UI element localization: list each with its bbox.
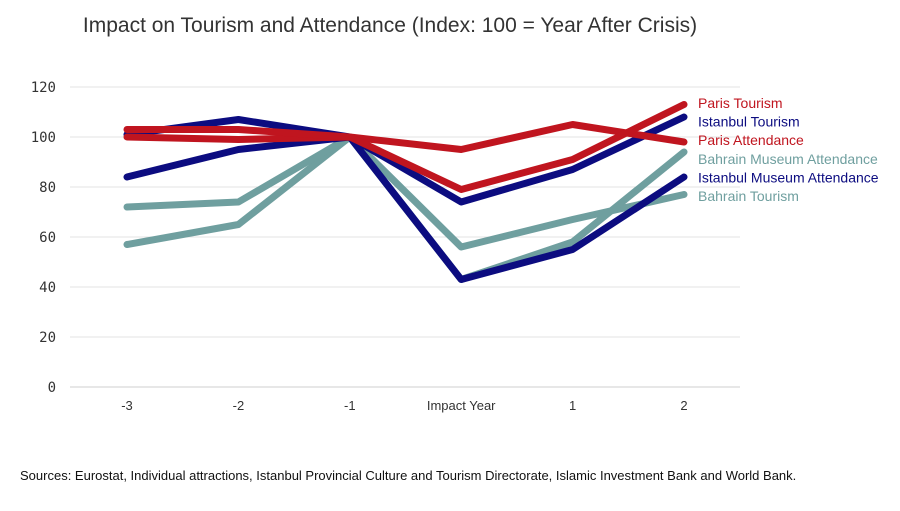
y-axis: 0 20 40 60 80 100 120: [31, 80, 56, 396]
y-tick-label: 60: [39, 230, 56, 246]
x-tick-label: -1: [344, 398, 356, 413]
series-line: [123, 133, 688, 251]
x-tick-label: 1: [569, 398, 576, 413]
legend-entry: Istanbul Museum Attendance: [698, 169, 879, 185]
series-line: [123, 113, 688, 206]
legend-entry: Istanbul Tourism: [698, 114, 800, 130]
series-line: [123, 133, 688, 283]
chart-title: Impact on Tourism and Attendance (Index:…: [82, 14, 698, 37]
legend-entry: Paris Tourism: [698, 95, 783, 111]
x-axis: -3 -2 -1 Impact Year 1 2: [121, 398, 687, 413]
legend-entry: Bahrain Tourism: [698, 188, 799, 204]
series-line: [123, 101, 688, 193]
legend-entry: Paris Attendance: [698, 132, 804, 148]
x-tick-label: -2: [233, 398, 245, 413]
y-tick-label: 40: [39, 280, 56, 296]
y-tick-label: 100: [31, 130, 56, 146]
y-tick-label: 120: [31, 80, 56, 96]
series-lines: [123, 101, 688, 283]
y-tick-label: 20: [39, 330, 56, 346]
series-line: [123, 121, 688, 153]
legend-entry: Bahrain Museum Attendance: [698, 151, 878, 167]
y-tick-label: 0: [48, 380, 56, 396]
x-tick-label: 2: [680, 398, 687, 413]
y-tick-label: 80: [39, 180, 56, 196]
x-tick-label: -3: [121, 398, 133, 413]
legend: Paris Tourism Istanbul Tourism Paris Atten…: [698, 95, 879, 204]
source-note: Sources: Eurostat, Individual attraction…: [20, 468, 797, 483]
x-tick-label: Impact Year: [427, 398, 496, 413]
